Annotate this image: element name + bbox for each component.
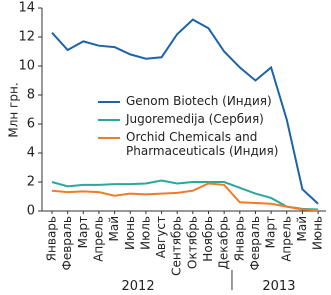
legend: Genom Biotech (Индия) Jugoremedija (Серби…: [98, 94, 308, 162]
y-tick-label: 6: [27, 117, 35, 132]
x-tick-label: Июль: [138, 216, 152, 250]
legend-swatch: [98, 101, 120, 103]
series-line: [51, 182, 319, 212]
x-tick-label: Ноябрь: [201, 216, 215, 262]
x-tick-label: Май: [295, 216, 309, 242]
y-tick-label: 10: [18, 59, 35, 74]
y-tick-label: 8: [27, 88, 35, 103]
legend-item: Orchid Chemicals and Pharmaceuticals (Ин…: [98, 130, 308, 158]
series-line: [51, 18, 319, 205]
legend-item: Genom Biotech (Индия): [98, 94, 308, 108]
y-tick-label: 4: [27, 146, 35, 161]
x-tick-label: Февраль: [60, 216, 74, 271]
legend-swatch: [98, 119, 120, 121]
x-tick-label: Февраль: [248, 216, 262, 271]
x-tick-label: Март: [76, 216, 90, 248]
x-tick-label: Июнь: [123, 216, 137, 250]
x-tick-label: Апрель: [279, 216, 293, 262]
x-tick-label: Март: [264, 216, 278, 248]
x-tick-label: Январь: [45, 216, 59, 261]
x-tick-label: Июнь: [311, 216, 325, 250]
x-group-label: 2013: [262, 279, 295, 294]
x-tick-label: Апрель: [91, 216, 105, 262]
y-axis-label: Млн грн.: [7, 82, 21, 137]
x-tick-label: Декабрь: [217, 216, 231, 269]
x-tick-label: Январь: [232, 216, 246, 261]
x-tick-label: Октябрь: [185, 216, 199, 269]
x-tick-label: Сентябрь: [170, 216, 184, 276]
y-tick-label: 12: [18, 30, 35, 45]
y-tick-label: 0: [27, 204, 35, 219]
legend-label: Orchid Chemicals and Pharmaceuticals (Ин…: [126, 130, 279, 158]
legend-label: Jugoremedija (Сербия): [126, 112, 264, 126]
y-tick-label: 14: [18, 1, 35, 16]
legend-item: Jugoremedija (Сербия): [98, 112, 308, 126]
x-group-label: 2012: [122, 279, 155, 294]
legend-label: Genom Biotech (Индия): [126, 94, 272, 108]
y-tick-label: 2: [27, 175, 35, 190]
series-line: [51, 179, 319, 211]
legend-swatch: [98, 137, 120, 139]
x-tick-label: Май: [107, 216, 121, 242]
x-tick-label: Август: [154, 216, 168, 258]
